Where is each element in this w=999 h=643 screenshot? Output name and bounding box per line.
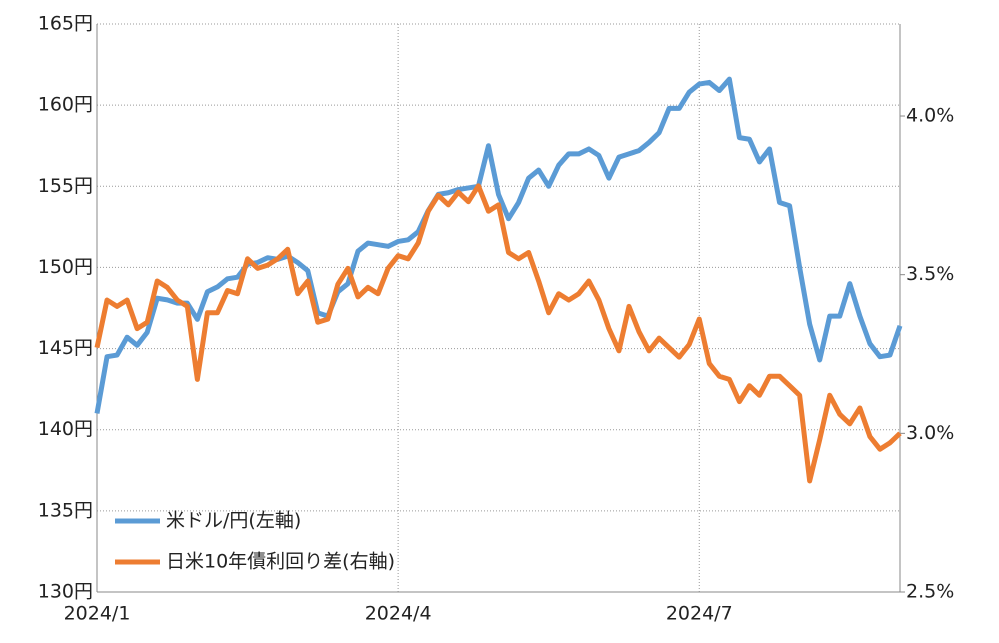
y-tick-label: 140円 — [38, 418, 93, 440]
legend-label: 日米10年債利回り差(右軸) — [166, 551, 395, 573]
line-series — [94, 183, 902, 484]
y-tick-label: 150円 — [38, 256, 93, 278]
x-tick-label: 2024/7 — [666, 603, 733, 625]
legend-label: 米ドル/円(左軸) — [166, 510, 301, 532]
line-series — [94, 76, 903, 414]
y-tick-label: 165円 — [38, 13, 93, 35]
y2-tick-label: 3.0% — [906, 422, 954, 444]
y-tick-label: 145円 — [38, 337, 93, 359]
y-tick-label: 135円 — [38, 499, 93, 521]
y2-tick-label: 4.0% — [906, 105, 954, 127]
y-tick-label: 160円 — [38, 94, 93, 116]
x-tick-label: 2024/1 — [64, 603, 131, 625]
y-tick-label: 155円 — [38, 175, 93, 197]
x-tick-label: 2024/4 — [365, 603, 432, 625]
y2-tick-label: 3.5% — [906, 263, 954, 285]
y2-tick-label: 2.5% — [906, 581, 954, 603]
y-tick-label: 130円 — [38, 581, 93, 603]
